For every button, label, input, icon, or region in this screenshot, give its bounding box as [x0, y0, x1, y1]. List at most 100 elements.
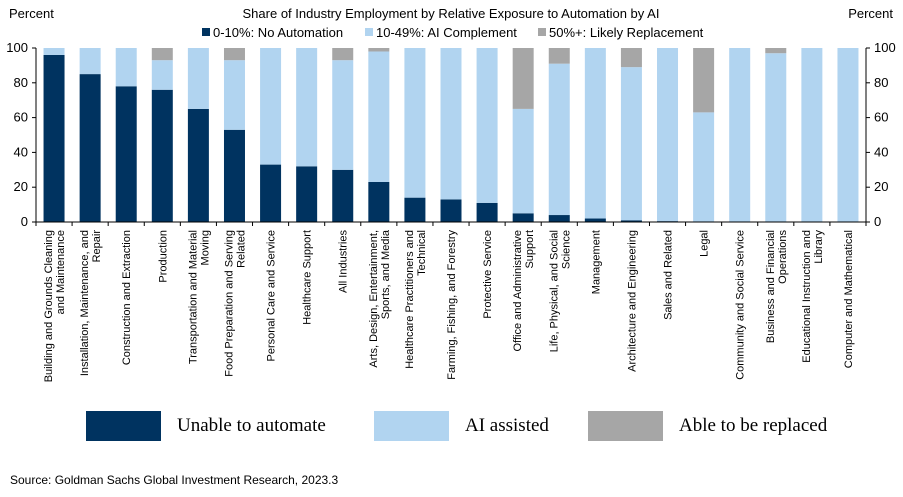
right-axis-label: Percent	[848, 6, 893, 21]
bar-segment-0-8	[332, 169, 354, 222]
bar-segment-1-16	[620, 67, 642, 221]
x-label-line: Healthcare Practitioners and	[404, 230, 416, 369]
left-tick-label-80: 80	[14, 75, 28, 90]
bar-segment-2-3	[151, 48, 173, 61]
x-label-line: Life, Physical, and Social	[548, 230, 560, 352]
x-label-8: All Industries	[338, 230, 350, 293]
right-tick-label-60: 60	[874, 110, 888, 125]
x-label-1: Installation, Maintenance, andRepair	[79, 230, 103, 376]
x-label-11: Farming, Fishing, and Forestry	[446, 230, 458, 380]
chart-title: Share of Industry Employment by Relative…	[243, 6, 660, 21]
chart-legend: 0-10%: No Automation 10-49%: AI Complemen…	[202, 25, 704, 40]
x-label-line: Business and Financial	[765, 230, 777, 343]
bar-segment-0-2	[115, 86, 137, 222]
bar-segment-1-19	[729, 48, 751, 222]
x-axis-labels: Building and Grounds Cleaningand Mainten…	[43, 229, 855, 382]
bar-segment-0-4	[187, 108, 209, 222]
bar-segment-1-2	[115, 48, 137, 87]
legend-label-ai-assisted: AI assisted	[465, 415, 549, 436]
bar-segment-1-22	[837, 48, 859, 222]
x-label-line: Protective Service	[482, 230, 494, 319]
x-label-19: Community and Social Service	[735, 230, 747, 380]
legend-unable-to-automate: Unable to automate	[86, 411, 326, 441]
bars-group	[43, 48, 859, 223]
axes-group: 0 0 20 20 40 40 60 60 80 80 100 100	[6, 40, 895, 229]
x-label-line: Healthcare Support	[302, 230, 314, 325]
bar-segment-2-5	[223, 48, 245, 61]
x-label-16: Architecture and Engineering	[626, 230, 638, 372]
bar-segment-0-0	[43, 54, 65, 223]
bar-segment-0-10	[404, 197, 426, 222]
x-label-line: Operations	[777, 230, 789, 284]
x-label-14: Life, Physical, and SocialScience	[548, 230, 572, 352]
x-label-line: Food Preparation and Serving	[223, 230, 235, 377]
legend-text-0: 0-10%: No Automation	[213, 25, 343, 40]
legend-marker-0	[202, 28, 210, 36]
x-label-line: and Maintenance	[55, 230, 67, 314]
bar-segment-0-16	[620, 220, 642, 222]
x-label-0: Building and Grounds Cleaningand Mainten…	[43, 230, 67, 382]
bar-segment-0-11	[440, 199, 462, 222]
x-label-line: Building and Grounds Cleaning	[43, 230, 55, 382]
x-label-line: Repair	[91, 230, 103, 263]
x-label-line: Moving	[199, 230, 211, 265]
right-tick-label-40: 40	[874, 144, 888, 159]
x-label-line: Technical	[416, 230, 428, 276]
bar-segment-1-5	[223, 60, 245, 130]
x-label-line: Farming, Fishing, and Forestry	[446, 230, 458, 380]
x-label-7: Healthcare Support	[302, 230, 314, 325]
x-label-line: Transportation and Material	[187, 230, 199, 364]
x-label-line: Arts, Design, Entertainment,	[368, 230, 380, 368]
bar-segment-1-7	[296, 48, 318, 167]
x-label-12: Protective Service	[482, 230, 494, 319]
right-tick-label-100: 100	[874, 40, 896, 55]
x-label-6: Personal Care and Service	[266, 230, 278, 361]
x-label-18: Legal	[699, 230, 711, 257]
right-tick-label-80: 80	[874, 75, 888, 90]
x-label-line: Computer and Mathematical	[843, 230, 855, 368]
x-label-line: Construction and Extraction	[121, 230, 133, 365]
bar-segment-1-12	[476, 48, 498, 203]
x-label-line: Production	[157, 230, 169, 283]
bar-segment-2-8	[332, 48, 354, 61]
right-tick-label-0: 0	[874, 214, 881, 229]
bar-segment-2-14	[548, 48, 570, 64]
bar-segment-1-20	[765, 53, 787, 222]
legend-ai-assisted: AI assisted	[374, 411, 549, 441]
bar-segment-2-9	[368, 48, 390, 52]
x-label-3: Production	[157, 230, 169, 283]
bar-segment-1-15	[584, 48, 606, 219]
x-label-15: Management	[590, 230, 602, 294]
x-label-line: Related	[235, 230, 247, 268]
x-label-5: Food Preparation and ServingRelated	[223, 230, 247, 377]
x-label-line: Support	[524, 230, 536, 269]
x-label-line: Installation, Maintenance, and	[79, 230, 91, 376]
bar-segment-1-0	[43, 48, 65, 55]
right-tick-label-20: 20	[874, 179, 888, 194]
legend-able-to-be-replaced: Able to be replaced	[588, 411, 827, 441]
bar-segment-1-14	[548, 63, 570, 216]
x-label-line: Community and Social Service	[735, 230, 747, 380]
source-note: Source: Goldman Sachs Global Investment …	[10, 473, 339, 487]
bar-segment-2-13	[512, 48, 534, 109]
bar-segment-1-10	[404, 48, 426, 198]
bar-segment-1-6	[260, 48, 282, 165]
legend-swatch-dark-blue	[86, 411, 161, 441]
x-label-13: Office and AdministrativeSupport	[512, 230, 536, 351]
bar-segment-1-8	[332, 60, 354, 170]
bar-segment-1-18	[693, 112, 715, 222]
x-label-line: Personal Care and Service	[266, 230, 278, 361]
stacked-bar-chart: Share of Industry Employment by Relative…	[6, 6, 895, 382]
x-label-line: Sports, and Media	[380, 229, 392, 319]
x-label-21: Educational Instruction andLibrary	[801, 230, 825, 363]
bar-segment-0-5	[223, 129, 245, 222]
x-label-line: Science	[560, 230, 572, 269]
x-label-line: Office and Administrative	[512, 230, 524, 351]
bar-segment-0-1	[79, 74, 101, 222]
legend-swatch-light-blue	[374, 411, 449, 441]
bar-segment-0-14	[548, 215, 570, 222]
x-label-line: Library	[813, 230, 825, 264]
left-tick-label-0: 0	[21, 214, 28, 229]
bar-segment-1-17	[657, 48, 679, 222]
x-label-line: Sales and Related	[663, 230, 675, 320]
